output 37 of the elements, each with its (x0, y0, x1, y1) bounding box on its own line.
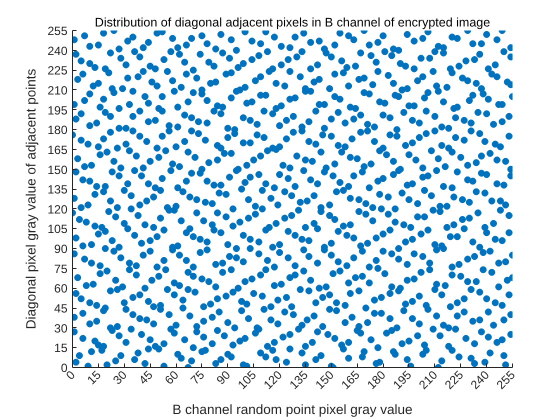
y-tick-label: 135 (47, 182, 68, 197)
y-tick-label: 255 (47, 24, 68, 38)
y-tick-label: 45 (54, 302, 68, 316)
x-tick-label: 210 (416, 368, 440, 392)
x-tick-label: 135 (286, 368, 311, 392)
x-tick-label: 195 (390, 368, 415, 392)
y-tick-label: 105 (47, 222, 68, 236)
y-tick-label: 240 (47, 44, 68, 58)
x-tick-label: 225 (442, 368, 466, 392)
x-tick-label: 105 (234, 368, 260, 392)
x-tick-label: 120 (260, 368, 286, 392)
y-tick-label: 15 (54, 341, 68, 356)
y-tick-label: 60 (54, 282, 68, 296)
x-tick-label: 90 (214, 368, 234, 388)
y-axis-title: Diagonal pixel gray value of adjacent points (23, 68, 38, 330)
chart-title: Distribution of diagonal adjacent pixels in B channel of encrypted image (94, 16, 490, 30)
y-tick-label: 75 (54, 262, 68, 276)
x-tick-label: 165 (338, 368, 363, 392)
x-tick-label: 180 (364, 368, 389, 392)
y-tick-label: 120 (47, 202, 68, 216)
y-tick-label: 195 (47, 103, 68, 118)
x-tick-label: 15 (84, 368, 104, 388)
y-tick-label: 90 (54, 242, 68, 256)
y-tick-label: 165 (47, 142, 68, 157)
x-tick-label: 60 (162, 368, 182, 388)
x-tick-label: 255 (494, 368, 518, 392)
y-tick-label: 30 (54, 321, 68, 336)
x-tick-label: 150 (312, 368, 337, 392)
y-tick-label: 225 (47, 64, 68, 78)
y-tick-label: 210 (47, 83, 68, 98)
x-tick-label: 75 (188, 368, 208, 388)
x-tick-label: 240 (468, 368, 492, 392)
x-tick-label: 45 (136, 368, 156, 388)
y-tick-label: 150 (47, 162, 68, 177)
x-axis-title: B channel random point pixel gray value (172, 402, 413, 418)
x-tick-label: 30 (110, 368, 130, 388)
y-tick-label: 180 (47, 123, 68, 138)
